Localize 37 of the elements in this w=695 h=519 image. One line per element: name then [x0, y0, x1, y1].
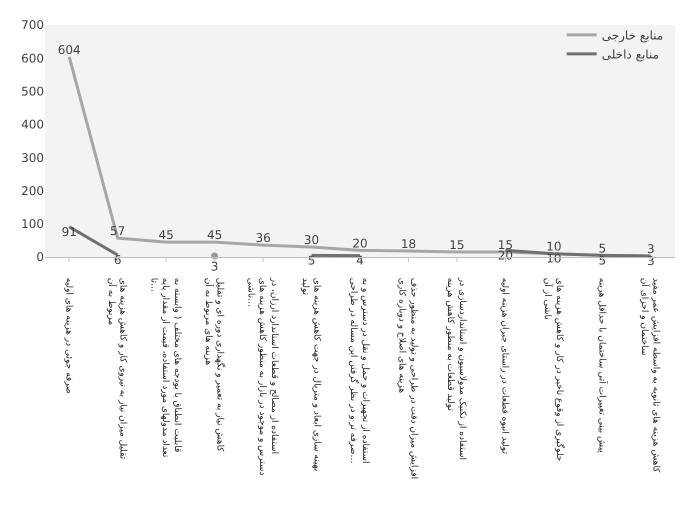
y-tick-label: 200: [21, 184, 44, 198]
x-tick-label: تقلیل میزان نیاز به نیروی کار و کاهش هزینه های مربوط به آن: [106, 278, 128, 460]
data-label: 36: [255, 231, 271, 246]
x-tick-label: بهینه سازی ابعاد و مترپال در جهت کاهش هزینه های تولید: [300, 278, 322, 472]
data-label: 20: [352, 236, 368, 250]
data-label: 10: [546, 240, 562, 254]
data-label: 91: [62, 224, 77, 239]
x-tick-label: کاهش هزینه های ثانویه به واسطه افزایش عمر مفید ساختمان و اجزای آن: [638, 278, 661, 474]
y-tick-label: 300: [21, 150, 44, 165]
data-label: 45: [206, 228, 222, 242]
x-tick-label: استفاده از تکنیک مدولاسیون و استانداردسازی در تولید قطعات به منظور کاهش هزینه: [445, 276, 467, 460]
data-label: 3: [646, 242, 655, 256]
data-label: 5: [598, 241, 606, 256]
y-tick-label: 400: [21, 118, 44, 132]
y-tick-label: 700: [21, 18, 44, 32]
x-tick-label: صرفه جوئی در هزینه های اولیه: [63, 278, 74, 394]
data-label: 57: [110, 224, 126, 238]
data-label: 604: [58, 42, 81, 57]
x-tick-label: تولید انبوه قطعات در راستای جبران هزینه اولیه: [499, 278, 510, 454]
x-tick-label: جلوگیری از وقوع تاخیر در کار و کاهش هزینه های ناشی از آن: [542, 278, 566, 462]
x-tick-label: کاهش نیاز به تعمیر و نگهداری دوره ای و تقلیل هزینه های مربوط به آن: [202, 278, 227, 452]
y-tick-label: 500: [21, 84, 44, 98]
legend-label: منابع خارجی: [602, 28, 664, 43]
data-label: 15: [449, 238, 465, 252]
data-label: 18: [400, 237, 416, 252]
data-label: 3: [210, 259, 218, 274]
y-tick-label: 600: [21, 51, 44, 66]
data-label: 30: [304, 233, 320, 248]
x-tick-label: استفاده از مصالح و قطعات استاندارد ارزان، در دسترس و موجود در بازار به منظور کاهش هزینه های ناشی…: [245, 276, 279, 476]
data-label: 45: [158, 228, 174, 242]
y-tick-label: 100: [21, 217, 44, 232]
x-tick-label: پیش بینی تغییرات آتی ساختمان با حداقل هزینه: [596, 278, 608, 454]
x-tick-label: استفاده از تجهیزات و حمل و نقل در دسترس و به صرفه تر و در نظر گرفتن این مساله در طراحی…: [348, 278, 370, 464]
legend-label: منابع داخلی: [602, 48, 660, 62]
y-tick-label: 0: [36, 250, 44, 264]
x-tick-label: افزایش میزان دقت در طراحی و تولید به منظور حذف هزینه های اصلاح و دوباره کاری: [396, 278, 418, 480]
x-tick-label: قابلیت انطباق با بودجه های مختلف ( وابسته به تعداد مدولهای مورد استفاده، قیمت از مقدار پایه تا…: [148, 278, 182, 458]
